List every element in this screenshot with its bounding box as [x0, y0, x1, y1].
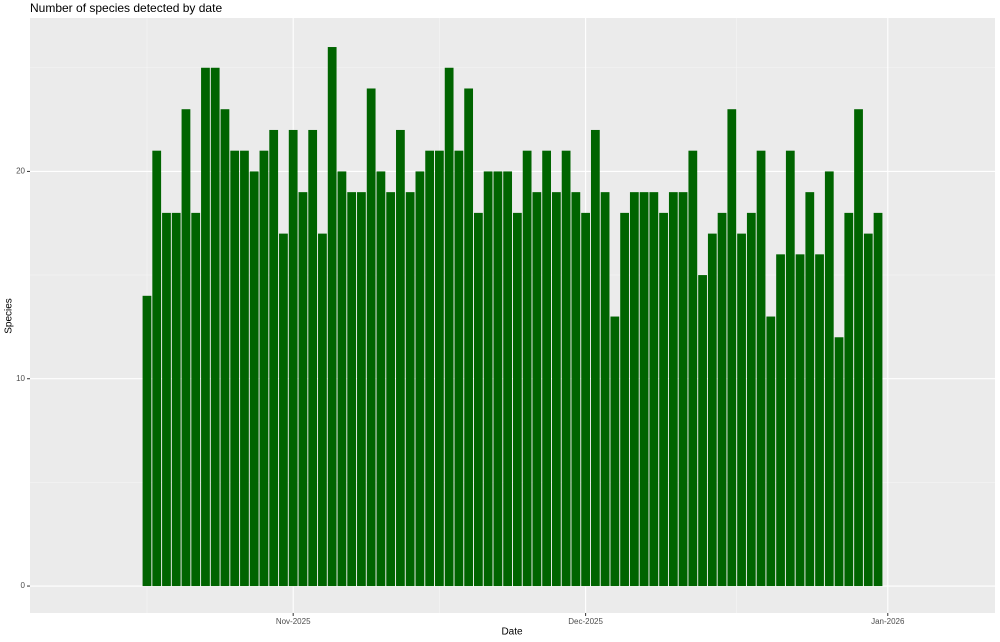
bar: [834, 337, 844, 587]
bar: [366, 88, 376, 587]
bar: [629, 192, 639, 587]
bar: [162, 212, 171, 587]
bar: [688, 150, 698, 587]
bar: [444, 67, 454, 587]
bar: [142, 295, 152, 587]
bar: [171, 212, 181, 587]
bar: [620, 212, 629, 587]
bar: [357, 192, 366, 587]
x-tick-label: Dec-2025: [568, 617, 603, 626]
bar: [610, 316, 620, 587]
bar: [210, 67, 220, 587]
plot-panel: [30, 18, 995, 613]
bar: [854, 109, 863, 587]
bar: [766, 316, 776, 587]
bar: [191, 212, 201, 587]
bar: [298, 192, 308, 587]
bar: [347, 192, 357, 587]
bar: [473, 212, 483, 587]
bar: [512, 212, 522, 587]
bar: [795, 254, 805, 587]
bar: [259, 150, 269, 587]
bar: [425, 150, 435, 587]
chart-title: Number of species detected by date: [30, 1, 222, 15]
bar: [405, 192, 415, 587]
bar: [639, 192, 649, 587]
bar: [220, 109, 230, 587]
x-tick-label: Nov-2025: [276, 617, 311, 626]
bar: [551, 192, 561, 587]
bar: [483, 171, 493, 587]
bar: [717, 212, 727, 587]
bar: [503, 171, 513, 587]
bar: [649, 192, 659, 587]
x-tick-label: Jan-2026: [871, 617, 905, 626]
bar: [376, 171, 386, 587]
bar: [308, 129, 318, 587]
bar: [815, 254, 824, 587]
bar: [727, 109, 737, 587]
bar: [240, 150, 249, 587]
x-axis-label: Date: [501, 627, 523, 638]
bar: [386, 192, 396, 587]
bar: [581, 212, 590, 587]
bar: [571, 192, 581, 587]
bar: [288, 129, 298, 587]
bar: [318, 233, 327, 587]
bar: [152, 150, 162, 587]
bar: [542, 150, 552, 587]
bar: [805, 192, 815, 587]
bar: [737, 233, 746, 587]
bar: [561, 150, 571, 587]
bar: [532, 192, 542, 587]
bar: [415, 171, 425, 587]
bar: [600, 192, 610, 587]
bar: [678, 192, 688, 587]
bar: [776, 254, 785, 587]
y-tick-label: 10: [16, 374, 25, 383]
bar: [522, 150, 532, 587]
bar: [269, 129, 279, 587]
bar: [756, 150, 766, 587]
bar: [668, 192, 678, 587]
bar: [337, 171, 347, 587]
bar: [659, 212, 668, 587]
bar: [698, 275, 707, 587]
bar: [327, 47, 337, 587]
bar: [863, 233, 873, 587]
bar: [230, 150, 240, 587]
y-tick-label: 20: [16, 167, 25, 176]
bar: [493, 171, 503, 587]
bar: [454, 150, 464, 587]
bar: [181, 109, 191, 587]
bar: [844, 212, 854, 587]
bar: [464, 88, 474, 587]
y-tick-label: 0: [21, 581, 26, 590]
bar: [435, 150, 444, 587]
bar: [396, 129, 405, 587]
bar: [746, 212, 756, 587]
bar: [279, 233, 288, 587]
bar: [707, 233, 717, 587]
bar: [590, 129, 600, 587]
bar: [873, 212, 883, 587]
bar: [785, 150, 795, 587]
bar: [201, 67, 210, 587]
y-axis-label: Species: [4, 298, 15, 334]
bar: [824, 171, 834, 587]
bar: [249, 171, 259, 587]
